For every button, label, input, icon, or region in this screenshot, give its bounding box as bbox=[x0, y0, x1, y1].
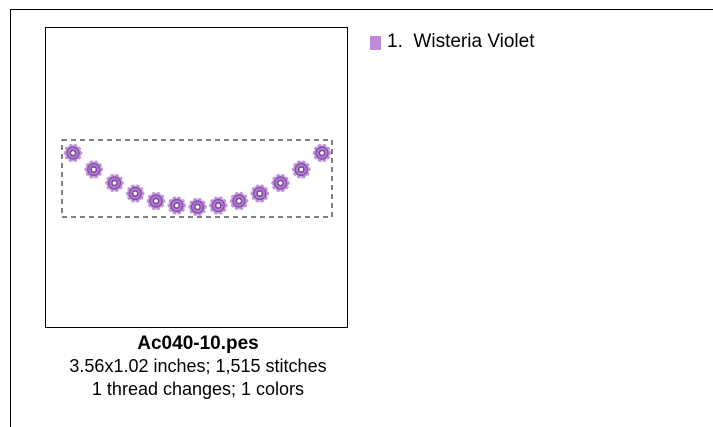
legend-spacer bbox=[403, 31, 414, 53]
design-bounding-box bbox=[61, 139, 333, 218]
flower-bead-icon bbox=[167, 196, 187, 215]
flower-bead-icon bbox=[105, 173, 124, 193]
flower-bead-icon bbox=[63, 143, 83, 163]
design-dimensions: 3.56x1.02 inches; 1,515 stitches bbox=[69, 356, 327, 376]
flower-bead-icon bbox=[312, 143, 332, 163]
thread-name: Wisteria Violet bbox=[413, 31, 535, 52]
flower-bead-icon bbox=[229, 191, 249, 211]
flower-bead-icon bbox=[125, 184, 145, 203]
flower-bead-icon bbox=[188, 197, 207, 217]
thread-legend-item: 1. Wisteria Violet bbox=[370, 31, 535, 53]
design-preview bbox=[45, 27, 348, 328]
flower-bead-icon bbox=[271, 173, 290, 193]
flower-bead-icon bbox=[84, 160, 104, 179]
thread-index: 1. bbox=[387, 31, 403, 52]
design-card-frame bbox=[10, 9, 713, 427]
flower-bead-icon bbox=[208, 196, 228, 215]
flower-bead-icon bbox=[250, 184, 270, 203]
thread-color-swatch bbox=[370, 35, 381, 50]
embroidery-preview-canvas bbox=[61, 139, 333, 218]
design-color-summary: 1 thread changes; 1 colors bbox=[91, 379, 305, 399]
design-caption: Ac040-10.pes 3.56x1.02 inches; 1,515 sti… bbox=[48, 332, 348, 401]
garland-motif bbox=[63, 143, 332, 217]
flower-bead-icon bbox=[291, 160, 311, 179]
flower-bead-icon bbox=[146, 191, 166, 211]
design-filename: Ac040-10.pes bbox=[137, 333, 259, 354]
